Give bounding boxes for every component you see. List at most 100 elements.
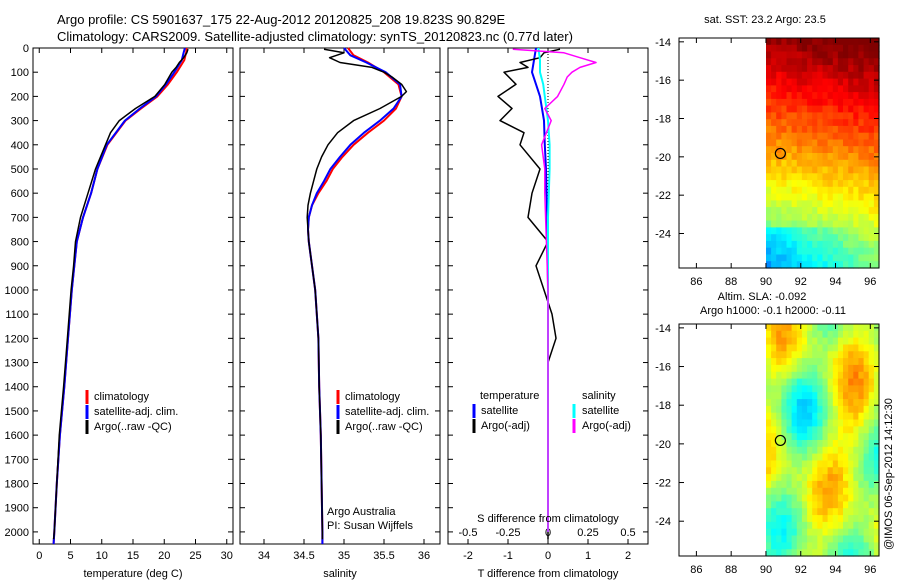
map-cell bbox=[791, 385, 798, 393]
temperature-panel-frame bbox=[32, 47, 234, 545]
legend-satellite-label: satellite-adj. clim. bbox=[345, 406, 429, 418]
x-tick-label: 34.5 bbox=[293, 550, 314, 562]
map-frame bbox=[678, 37, 880, 269]
map-cell bbox=[863, 412, 870, 421]
map-cell bbox=[822, 240, 829, 249]
map-cell bbox=[781, 337, 788, 345]
map-cell bbox=[781, 399, 788, 407]
map-cell bbox=[781, 193, 788, 201]
map-cell bbox=[812, 38, 818, 46]
map-cell bbox=[771, 193, 777, 201]
map-cell bbox=[843, 426, 849, 434]
map-cell bbox=[817, 378, 823, 386]
map-cell bbox=[776, 166, 782, 174]
map-cell bbox=[776, 487, 782, 496]
map-cell bbox=[832, 240, 839, 249]
map-cell bbox=[873, 480, 880, 489]
map-cell bbox=[812, 528, 818, 537]
map-cell bbox=[807, 351, 813, 359]
map-cell bbox=[781, 139, 788, 147]
map-cell bbox=[801, 440, 808, 448]
map-cell bbox=[776, 247, 782, 256]
map-cell bbox=[791, 330, 798, 339]
map-cell bbox=[796, 254, 803, 262]
map-cell bbox=[863, 227, 870, 235]
map-cell bbox=[796, 508, 803, 516]
map-cell bbox=[781, 105, 788, 113]
x-tick-label: 1 bbox=[585, 550, 591, 562]
map-cell bbox=[766, 521, 772, 530]
map-cell bbox=[791, 247, 798, 256]
map-cell bbox=[832, 180, 839, 188]
map-cell bbox=[796, 446, 803, 455]
map-cell bbox=[771, 337, 777, 345]
map-cell bbox=[776, 351, 782, 359]
map-cell bbox=[832, 51, 839, 59]
map-cell bbox=[807, 494, 813, 502]
map-cell bbox=[848, 71, 854, 80]
map-cell bbox=[812, 146, 818, 154]
map-cell bbox=[873, 528, 880, 537]
map-cell bbox=[827, 405, 834, 414]
map-cell bbox=[771, 419, 777, 427]
map-cell bbox=[837, 139, 844, 147]
map-cell bbox=[786, 65, 793, 73]
map-cell bbox=[873, 371, 880, 380]
map-cell bbox=[807, 159, 813, 168]
map-cell bbox=[817, 125, 823, 134]
map-cell bbox=[812, 132, 818, 141]
map-cell bbox=[796, 344, 803, 352]
map-cell bbox=[843, 405, 849, 414]
map-cell bbox=[843, 261, 849, 269]
map-cell bbox=[822, 440, 829, 448]
map-cell bbox=[776, 419, 782, 427]
map-cell bbox=[822, 467, 829, 475]
map-cell bbox=[781, 474, 788, 482]
map-cell bbox=[812, 501, 818, 509]
map-cell bbox=[848, 521, 854, 530]
map-cell bbox=[822, 112, 829, 120]
map-cell bbox=[776, 440, 782, 448]
map-cell bbox=[822, 399, 829, 407]
map-cell bbox=[771, 385, 777, 393]
map-cell bbox=[858, 213, 865, 222]
map-cell bbox=[807, 247, 813, 256]
map-cell bbox=[817, 521, 823, 530]
map-cell bbox=[817, 467, 823, 475]
map-cell bbox=[843, 125, 849, 134]
timestamp-watermark: @IMOS 06-Sep-2012 14:12:30 bbox=[883, 398, 895, 550]
map-cell bbox=[791, 112, 798, 120]
s-difference-xlabel: S difference from climatology bbox=[477, 513, 619, 525]
map-cell bbox=[848, 159, 854, 168]
map-cell bbox=[812, 207, 818, 215]
map-cell bbox=[822, 78, 829, 86]
map-cell bbox=[781, 44, 788, 53]
map-cell bbox=[812, 337, 818, 345]
map-cell bbox=[812, 426, 818, 434]
map-cell bbox=[771, 227, 777, 235]
map-cell bbox=[776, 132, 782, 141]
map-cell bbox=[776, 426, 782, 434]
map-cell bbox=[822, 480, 829, 489]
map-cell bbox=[776, 324, 782, 332]
map-cell bbox=[827, 234, 834, 242]
map-cell bbox=[848, 180, 854, 188]
map-cell bbox=[766, 173, 772, 181]
map-cell bbox=[776, 44, 782, 53]
map-cell bbox=[796, 515, 803, 523]
map-cell bbox=[786, 92, 793, 100]
map-cell bbox=[766, 344, 772, 352]
argo-australia-note: Argo Australia bbox=[327, 506, 396, 518]
map-cell bbox=[837, 125, 844, 134]
map-cell bbox=[843, 78, 849, 86]
map-cell bbox=[766, 433, 772, 441]
map-cell bbox=[766, 474, 772, 482]
map-cell bbox=[822, 234, 829, 242]
map-cell bbox=[766, 207, 772, 215]
map-cell bbox=[832, 139, 839, 147]
map-cell bbox=[807, 51, 813, 59]
map-cell bbox=[843, 166, 849, 174]
map-cell bbox=[843, 71, 849, 80]
map-cell bbox=[766, 405, 772, 414]
map-cell bbox=[791, 480, 798, 489]
